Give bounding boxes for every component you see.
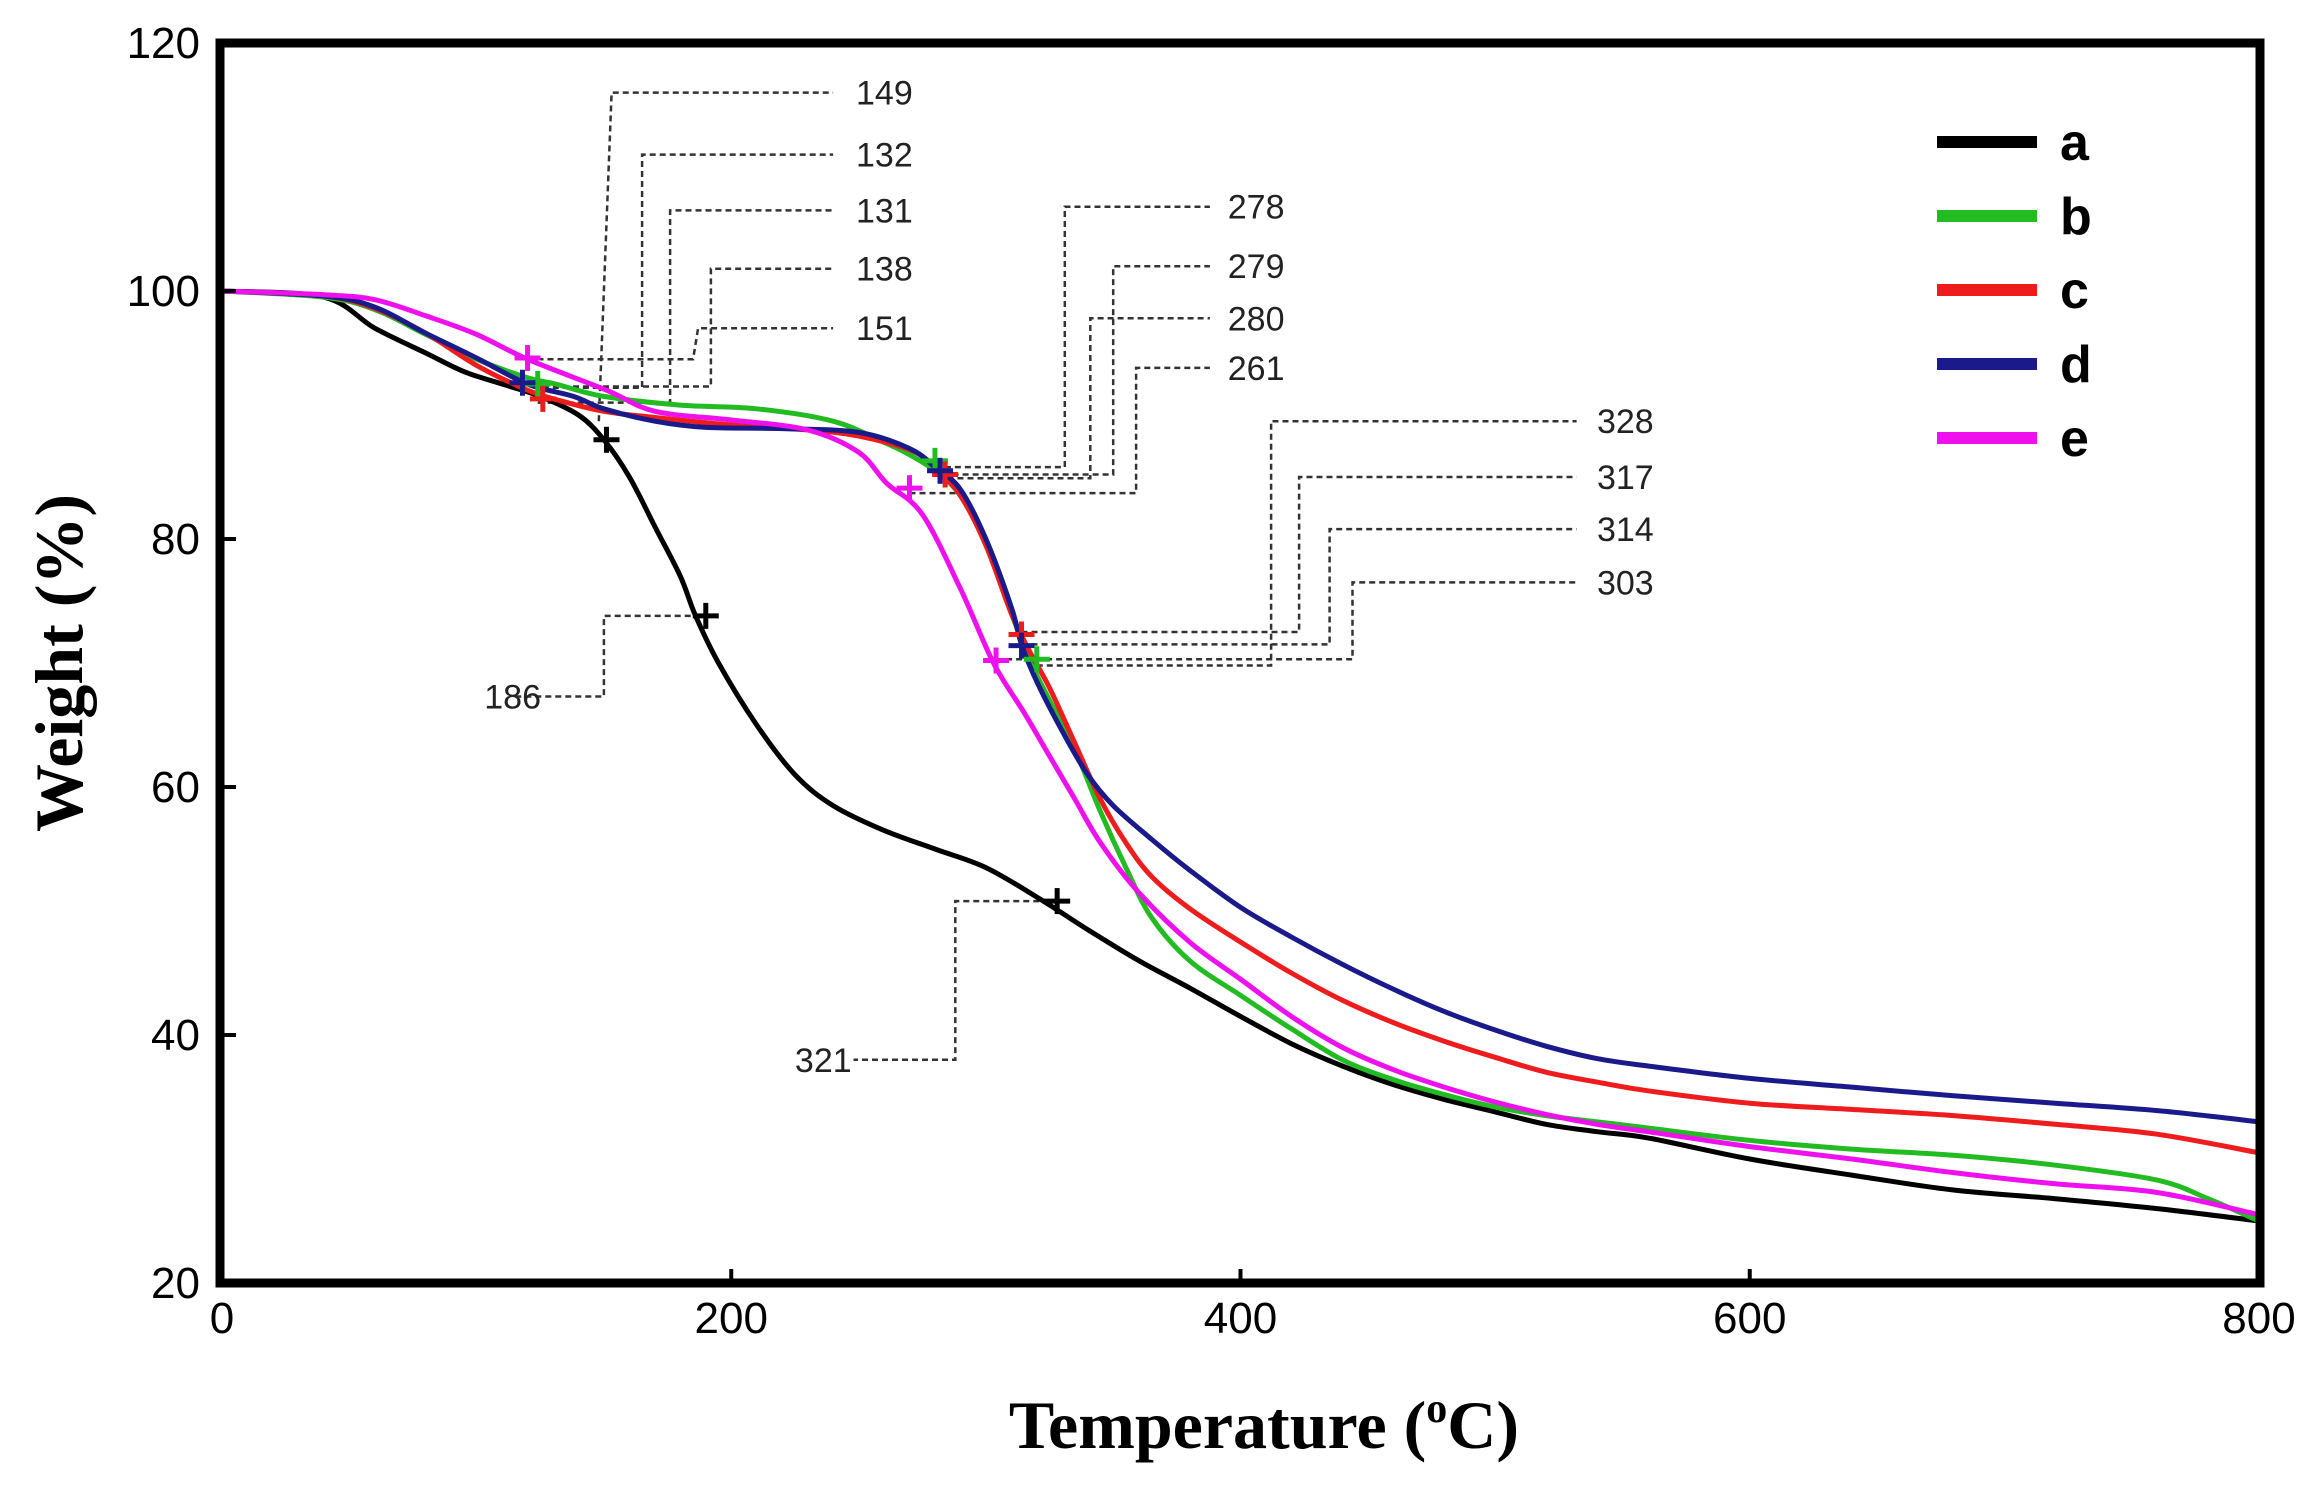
legend-label-b: b — [2060, 188, 2092, 246]
marker-c-8 — [932, 461, 959, 488]
annotation-leader-314 — [1021, 527, 1577, 646]
x-tick-label-0: 0 — [210, 1294, 234, 1343]
legend-label-a: a — [2060, 114, 2090, 172]
series-line-e — [219, 288, 2262, 1218]
x-axis-title: Temperature (oC) — [1009, 1386, 1519, 1463]
series-line-b — [219, 288, 2262, 1224]
annotation-leader-280 — [937, 317, 1210, 480]
marker-b-13 — [1023, 646, 1050, 673]
annotation-leader-261 — [909, 366, 1210, 495]
series-line-d — [219, 288, 2262, 1125]
axis-ticks: 0 200 400 600 800 20 40 60 80 100 120 — [127, 19, 2296, 1343]
annotation-leader-279 — [942, 264, 1210, 476]
marker-e-10 — [896, 475, 923, 502]
x-tick-label-600: 600 — [1713, 1294, 1786, 1343]
marker-d-12 — [1008, 632, 1035, 659]
x-tick-label-800: 800 — [2222, 1294, 2295, 1343]
marker-a-1 — [692, 602, 719, 629]
x-axis-title-end: C) — [1447, 1387, 1519, 1463]
annotation-leader-278 — [934, 205, 1210, 469]
annotation-label-149: 149 — [856, 75, 913, 113]
annotation-label-278: 278 — [1228, 189, 1285, 227]
annotations: 149 132 131 138 151 186 321 278 279 280 261 328 317 3… — [484, 75, 1653, 1080]
x-axis-title-sup: o — [1426, 1386, 1447, 1432]
legend-label-d: d — [2060, 336, 2092, 394]
x-tick-label-400: 400 — [1204, 1294, 1277, 1343]
legend-label-e: e — [2060, 410, 2089, 468]
legend-label-c: c — [2060, 262, 2089, 320]
annotation-leader-131 — [537, 209, 834, 404]
y-axis-title: Weight (%) — [21, 494, 97, 832]
annotation-label-151: 151 — [856, 310, 913, 348]
y-tick-label-80: 80 — [151, 515, 200, 564]
x-tick-label-200: 200 — [695, 1294, 768, 1343]
annotation-label-303: 303 — [1597, 564, 1654, 602]
series-line-c — [219, 288, 2262, 1156]
annotation-label-314: 314 — [1597, 511, 1654, 549]
y-tick-label-60: 60 — [151, 763, 200, 812]
series-lines — [219, 288, 2262, 1224]
annotation-label-131: 131 — [856, 192, 913, 230]
marker-c-4 — [529, 385, 556, 412]
annotation-leader-321 — [853, 899, 1040, 1062]
annotation-label-328: 328 — [1597, 403, 1654, 441]
annotation-label-317: 317 — [1597, 459, 1654, 497]
annotation-label-132: 132 — [856, 137, 913, 175]
onset-markers — [509, 344, 1071, 915]
annotation-label-138: 138 — [856, 251, 913, 289]
series-line-a — [219, 288, 2262, 1224]
marker-d-9 — [927, 457, 954, 484]
marker-e-14 — [983, 647, 1010, 674]
y-tick-label-100: 100 — [127, 267, 200, 316]
annotation-label-279: 279 — [1228, 248, 1285, 286]
annotation-leader-186 — [514, 614, 701, 698]
annotation-label-186: 186 — [484, 678, 541, 716]
annotation-leader-328 — [1036, 419, 1577, 667]
annotation-leader-138 — [553, 267, 834, 388]
annotation-leader-303 — [996, 581, 1577, 661]
annotation-label-280: 280 — [1228, 300, 1285, 338]
y-tick-label-40: 40 — [151, 1011, 200, 1060]
annotation-leader-132 — [542, 153, 834, 389]
y-tick-label-20: 20 — [151, 1259, 200, 1308]
marker-a-0 — [593, 426, 620, 453]
x-axis-title-main: Temperature ( — [1009, 1387, 1426, 1463]
annotation-leader-149 — [597, 91, 834, 422]
annotation-leader-317 — [1021, 475, 1577, 634]
marker-a-2 — [1044, 888, 1071, 915]
annotation-label-321: 321 — [795, 1042, 852, 1080]
y-tick-label-120: 120 — [127, 19, 200, 68]
marker-d-5 — [509, 369, 536, 396]
annotation-leader-151 — [527, 326, 834, 361]
marker-e-6 — [514, 344, 541, 371]
annotation-label-261: 261 — [1228, 350, 1285, 388]
